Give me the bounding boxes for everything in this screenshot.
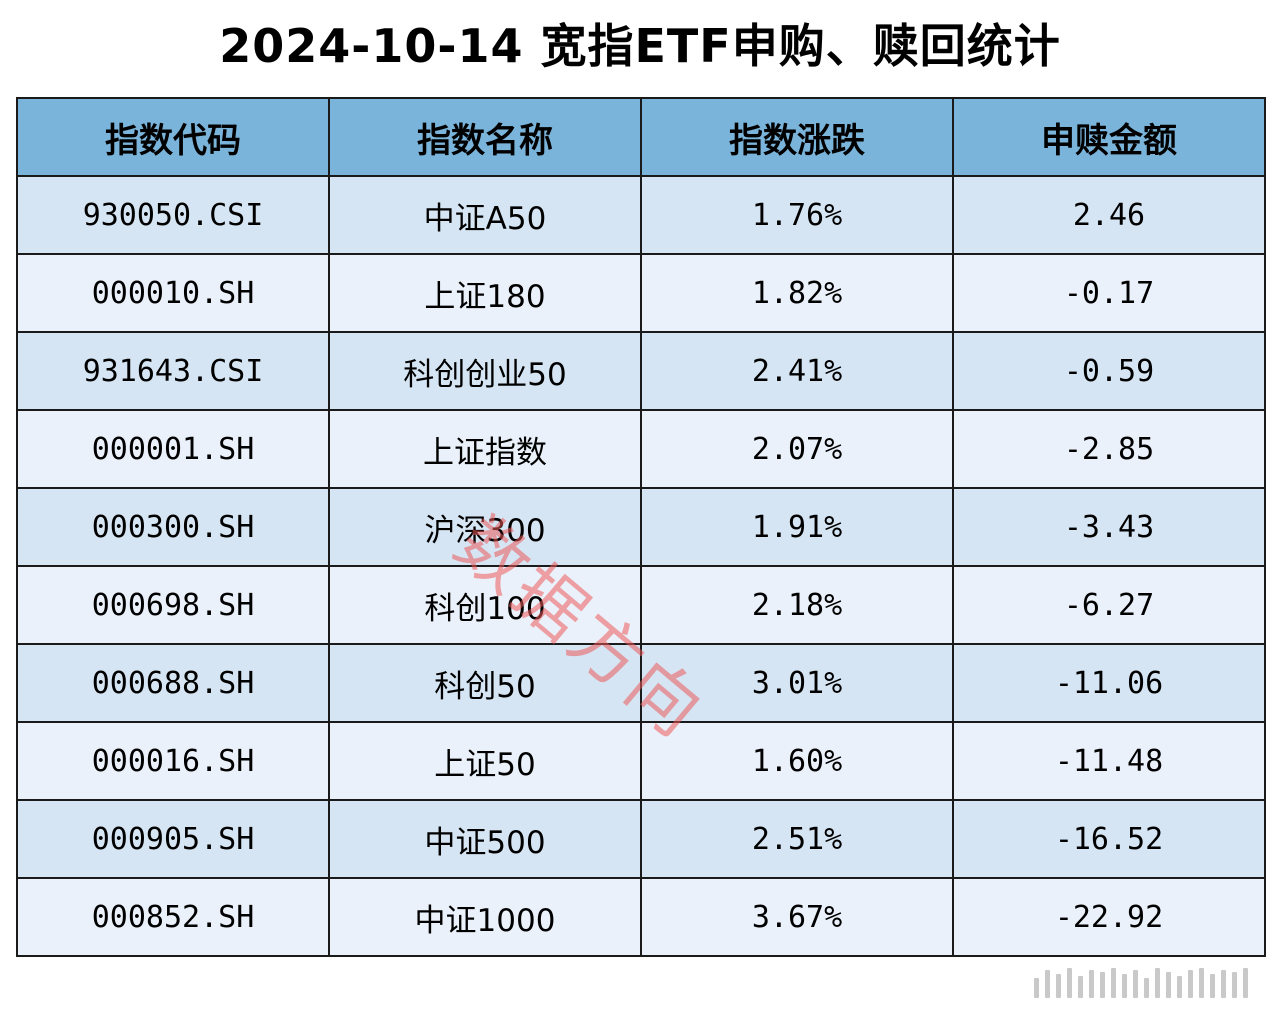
cell-index-name: 中证1000 [328,877,642,957]
table-row: 930050.CSI 中证A50 1.76% 2.46 [16,175,1266,255]
cell-index-change: 3.67% [640,877,954,957]
cell-index-code: 930050.CSI [16,175,330,255]
cell-index-change: 1.91% [640,487,954,567]
cell-flow-amount: -22.92 [952,877,1266,957]
column-header-change: 指数涨跌 [640,97,954,177]
cell-flow-amount: -0.59 [952,331,1266,411]
cell-index-change: 2.18% [640,565,954,645]
cell-index-name: 科创100 [328,565,642,645]
cell-flow-amount: -2.85 [952,409,1266,489]
table-row: 000905.SH 中证500 2.51% -16.52 [16,799,1266,879]
table-header-row: 指数代码 指数名称 指数涨跌 申赎金额 [16,97,1266,177]
column-header-name: 指数名称 [328,97,642,177]
cell-index-name: 上证指数 [328,409,642,489]
barcode-decoration [1034,966,1248,998]
cell-index-code: 000698.SH [16,565,330,645]
table-row: 000001.SH 上证指数 2.07% -2.85 [16,409,1266,489]
etf-flow-table: 指数代码 指数名称 指数涨跌 申赎金额 930050.CSI 中证A50 1.7… [16,97,1266,957]
cell-index-code: 000688.SH [16,643,330,723]
cell-flow-amount: -16.52 [952,799,1266,879]
cell-flow-amount: -3.43 [952,487,1266,567]
column-header-amount: 申赎金额 [952,97,1266,177]
cell-index-change: 2.41% [640,331,954,411]
table-row: 000698.SH 科创100 2.18% -6.27 [16,565,1266,645]
cell-flow-amount: -11.48 [952,721,1266,801]
cell-index-name: 中证500 [328,799,642,879]
page-title: 2024-10-14 宽指ETF申购、赎回统计 [219,19,1061,73]
cell-index-code: 000852.SH [16,877,330,957]
cell-index-name: 上证50 [328,721,642,801]
cell-flow-amount: -11.06 [952,643,1266,723]
cell-index-code: 000010.SH [16,253,330,333]
cell-index-code: 000016.SH [16,721,330,801]
table-row: 000016.SH 上证50 1.60% -11.48 [16,721,1266,801]
cell-index-name: 科创50 [328,643,642,723]
cell-flow-amount: -0.17 [952,253,1266,333]
cell-index-change: 1.60% [640,721,954,801]
cell-index-code: 000905.SH [16,799,330,879]
table-row: 000852.SH 中证1000 3.67% -22.92 [16,877,1266,957]
cell-index-name: 中证A50 [328,175,642,255]
table-row: 000010.SH 上证180 1.82% -0.17 [16,253,1266,333]
cell-index-code: 000300.SH [16,487,330,567]
column-header-code: 指数代码 [16,97,330,177]
cell-index-change: 1.82% [640,253,954,333]
cell-index-name: 上证180 [328,253,642,333]
cell-index-change: 2.07% [640,409,954,489]
cell-index-change: 3.01% [640,643,954,723]
cell-index-change: 2.51% [640,799,954,879]
table-row: 000688.SH 科创50 3.01% -11.06 [16,643,1266,723]
table-row: 931643.CSI 科创创业50 2.41% -0.59 [16,331,1266,411]
cell-index-code: 931643.CSI [16,331,330,411]
table-row: 000300.SH 沪深300 1.91% -3.43 [16,487,1266,567]
cell-index-name: 科创创业50 [328,331,642,411]
cell-flow-amount: 2.46 [952,175,1266,255]
cell-index-change: 1.76% [640,175,954,255]
cell-index-name: 沪深300 [328,487,642,567]
cell-index-code: 000001.SH [16,409,330,489]
cell-flow-amount: -6.27 [952,565,1266,645]
